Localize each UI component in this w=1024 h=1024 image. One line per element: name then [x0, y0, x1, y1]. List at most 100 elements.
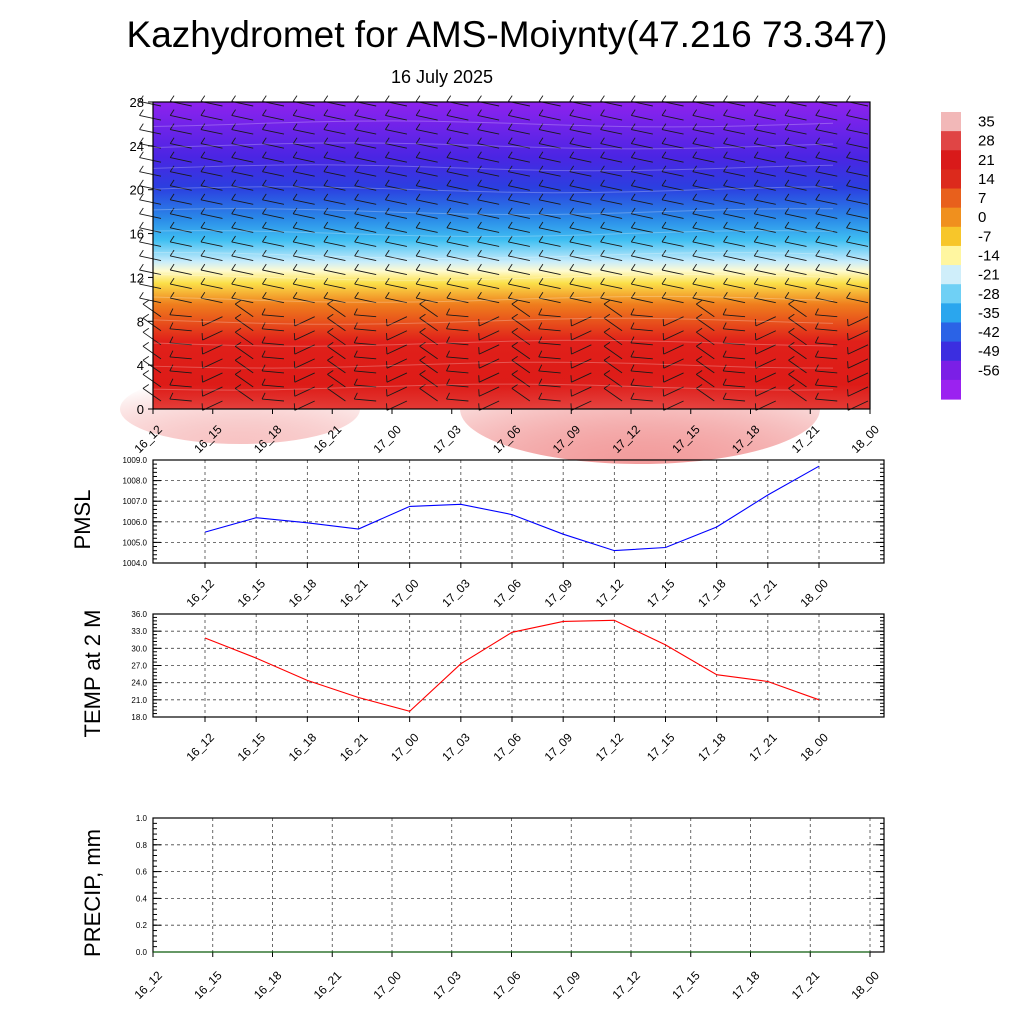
wind-barb-flag: [507, 151, 513, 158]
x-tick-label: 16_12: [183, 730, 217, 764]
wind-barb-flag: [538, 249, 544, 257]
wind-barb: [386, 330, 408, 341]
wind-barb-flag: [292, 221, 298, 229]
wind-barb-flag: [385, 263, 390, 271]
wind-barb-flag: [261, 350, 266, 358]
wind-barb-flag: [815, 249, 820, 257]
wind-barb: [446, 227, 469, 233]
wind-barb-flag: [753, 207, 759, 215]
precip-panel: 0.0 0.2 0.4 0.6 0.8 1.0 16_12 16_15 16_18 16_21 17…: [80, 814, 885, 1002]
wind-barb-flag: [723, 277, 728, 285]
wind-barb: [569, 213, 592, 219]
wind-barb: [202, 330, 223, 341]
wind-barb: [755, 372, 776, 383]
colorbar-label: -56: [978, 362, 1000, 379]
colorbar-label: -28: [978, 286, 1000, 303]
y-tick-label: 1007.0: [123, 497, 148, 506]
wind-barb-flag: [723, 179, 728, 186]
wind-barb-flag: [231, 291, 236, 299]
wind-barb: [169, 370, 192, 374]
wind-barb-flag: [415, 179, 421, 186]
wind-barb: [446, 370, 469, 374]
wind-barb-flag: [538, 165, 544, 172]
wind-barb: [200, 157, 223, 163]
wind-barb: [723, 115, 746, 121]
wind-barb-flag: [846, 193, 851, 201]
wind-barb-flag: [661, 123, 667, 130]
wind-barb: [231, 297, 254, 304]
wind-barb: [631, 255, 653, 261]
wind-barb-flag: [323, 207, 329, 215]
wind-barb-flag: [692, 249, 697, 257]
wind-barb: [600, 213, 623, 219]
wind-barb-flag: [323, 165, 329, 172]
wind-barb: [416, 283, 438, 290]
wind-barb: [446, 185, 469, 191]
wind-barb-flag: [415, 137, 421, 144]
wind-barb: [170, 115, 192, 121]
wind-barb-flag: [630, 179, 636, 186]
wind-barb: [600, 269, 623, 276]
wind-barb: [600, 185, 623, 191]
wind-barb: [385, 269, 408, 276]
wind-barb-flag: [600, 109, 605, 116]
wind-barb-flag: [753, 179, 759, 186]
wind-barb: [723, 185, 746, 191]
colorbar-swatch: [941, 245, 961, 266]
wind-barb-flag: [538, 378, 543, 386]
wind-barb-flag: [353, 322, 358, 330]
wind-barb: [293, 241, 315, 247]
wind-barb: [788, 331, 807, 346]
wind-barb-flag: [477, 109, 482, 116]
colorbar-label: 14: [978, 171, 995, 188]
wind-barb-flag: [354, 235, 359, 243]
wind-barb: [419, 373, 438, 388]
wind-barb: [784, 115, 807, 121]
wind-barb: [327, 388, 346, 402]
wind-barb: [569, 227, 592, 233]
wind-barb-flag: [814, 392, 819, 400]
wind-barb-flag: [723, 207, 728, 215]
wind-barb: [631, 157, 653, 163]
x-tick-label: 17_18: [695, 730, 729, 764]
wind-barb-flag: [511, 341, 518, 347]
chart-title: Kazhydromet for AMS-Moiynty(47.216 73.34…: [127, 14, 888, 55]
wind-barb-flag: [723, 151, 728, 158]
wind-barb-flag: [446, 291, 452, 299]
y-tick-label: 1.0: [136, 814, 148, 823]
wind-barb: [815, 297, 838, 304]
x-tick-label: 18_00: [797, 730, 831, 764]
wind-barb-flag: [692, 277, 697, 285]
x-tick-label: 17_18: [729, 968, 763, 1002]
wind-barb: [262, 297, 285, 304]
wind-barb-flag: [169, 109, 175, 116]
wind-barb: [754, 185, 776, 191]
wind-barb-flag: [511, 370, 518, 375]
wind-barb-flag: [603, 370, 611, 375]
wind-barb-flag: [292, 277, 298, 285]
contour-line: [152, 142, 834, 150]
wind-barb-flag: [788, 341, 795, 347]
wind-barb: [477, 255, 500, 261]
wind-barb: [446, 157, 469, 163]
wind-barb-flag: [507, 249, 513, 257]
wind-barb: [846, 129, 869, 135]
wind-barb-flag: [142, 370, 150, 375]
wind-barb: [262, 384, 284, 388]
wind-barb-flag: [446, 392, 450, 400]
wind-barb-flag: [753, 151, 759, 158]
wind-barb-flag: [385, 193, 390, 201]
colorbar-swatch: [941, 207, 961, 228]
wind-barb-flag: [327, 370, 334, 375]
wind-barb: [538, 199, 561, 205]
wind-barb: [416, 185, 438, 191]
y-tick-label: 1005.0: [123, 538, 148, 547]
wind-barb-flag: [139, 109, 144, 116]
wind-barb-flag: [234, 313, 242, 319]
wind-barb-flag: [692, 137, 697, 144]
wind-barb: [262, 171, 285, 177]
y-tick-label: 21.0: [131, 696, 147, 705]
wind-barb: [477, 157, 500, 163]
wind-barb-flag: [354, 123, 359, 130]
wind-barb-flag: [569, 235, 575, 243]
